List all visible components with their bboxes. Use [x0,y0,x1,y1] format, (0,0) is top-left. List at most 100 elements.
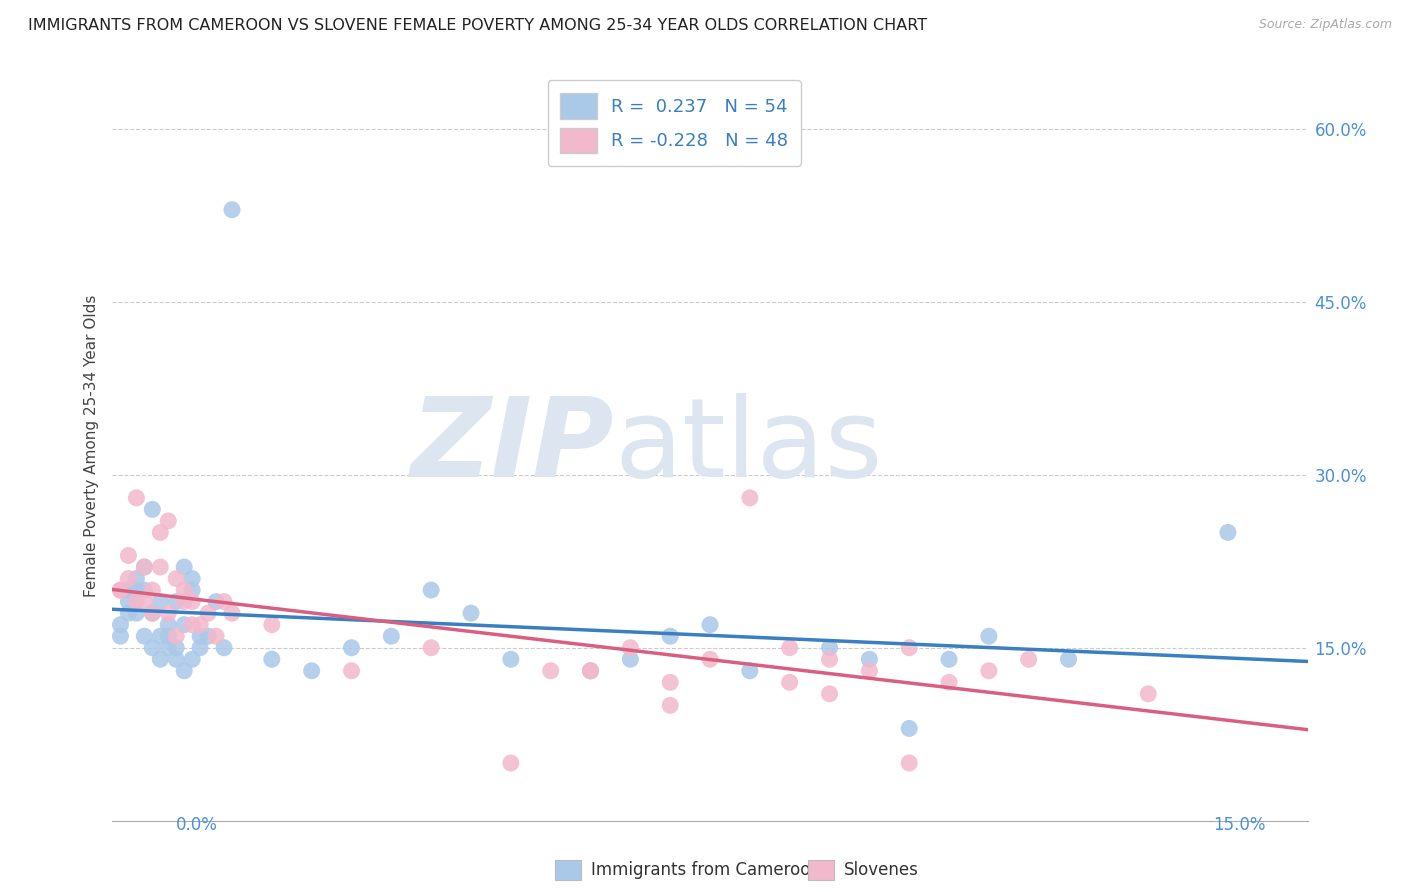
Point [460,606,482,620]
Point [340,664,363,678]
Point [149,594,172,608]
Point [110,583,132,598]
Point [117,572,139,586]
Point [818,640,841,655]
Point [938,652,960,666]
Text: Source: ZipAtlas.com: Source: ZipAtlas.com [1258,18,1392,31]
Point [117,583,139,598]
Point [165,652,187,666]
Point [141,640,163,655]
Point [117,549,139,563]
Point [898,722,921,736]
Point [181,652,204,666]
Point [818,687,841,701]
Point [134,583,156,598]
Point [340,640,363,655]
Point [260,617,283,632]
Point [125,572,148,586]
Point [938,675,960,690]
Point [197,606,219,620]
Point [699,652,721,666]
Point [134,629,156,643]
Point [260,652,283,666]
Point [659,675,682,690]
Point [380,629,402,643]
Point [738,491,761,505]
Point [212,594,235,608]
Point [619,652,641,666]
Point [173,583,195,598]
Point [165,640,187,655]
Point [181,594,204,608]
Point [499,756,522,770]
Text: Immigrants from Cameroon: Immigrants from Cameroon [591,861,820,879]
Point [117,606,139,620]
Point [738,664,761,678]
Point [141,502,163,516]
Point [125,583,148,598]
Point [1057,652,1080,666]
Y-axis label: Female Poverty Among 25-34 Year Olds: Female Poverty Among 25-34 Year Olds [83,295,98,597]
Point [165,594,187,608]
Point [898,756,921,770]
Point [188,617,211,632]
Point [619,640,641,655]
Point [499,652,522,666]
Point [110,617,132,632]
Point [173,617,195,632]
Point [818,652,841,666]
Point [301,664,323,678]
Point [977,664,1000,678]
Point [181,572,204,586]
Point [125,594,148,608]
Point [165,572,187,586]
Point [699,617,721,632]
Point [134,594,156,608]
Text: ZIP: ZIP [411,392,614,500]
Point [659,629,682,643]
Point [149,652,172,666]
Point [1137,687,1160,701]
Point [149,560,172,574]
Point [117,594,139,608]
Point [157,606,180,620]
Point [1216,525,1239,540]
Point [221,606,243,620]
Point [157,514,180,528]
Point [181,583,204,598]
Point [134,560,156,574]
Point [149,629,172,643]
Point [141,606,163,620]
Point [173,594,195,608]
Text: 0.0%: 0.0% [176,816,218,834]
Point [212,640,235,655]
Point [125,491,148,505]
Point [125,606,148,620]
Point [141,606,163,620]
Point [779,640,801,655]
Point [197,629,219,643]
Point [579,664,602,678]
Point [858,664,880,678]
Point [205,594,228,608]
Point [149,525,172,540]
Point [188,640,211,655]
Text: atlas: atlas [614,392,883,500]
Legend: R =  0.237   N = 54, R = -0.228   N = 48: R = 0.237 N = 54, R = -0.228 N = 48 [548,80,800,166]
Point [205,629,228,643]
Point [188,629,211,643]
Point [420,640,443,655]
Point [157,617,180,632]
Point [659,698,682,713]
Point [181,617,204,632]
Point [110,583,132,598]
Point [157,640,180,655]
Point [779,675,801,690]
Point [173,560,195,574]
Point [110,629,132,643]
Point [157,629,180,643]
Text: Slovenes: Slovenes [844,861,918,879]
Point [579,664,602,678]
Point [141,583,163,598]
Point [165,629,187,643]
